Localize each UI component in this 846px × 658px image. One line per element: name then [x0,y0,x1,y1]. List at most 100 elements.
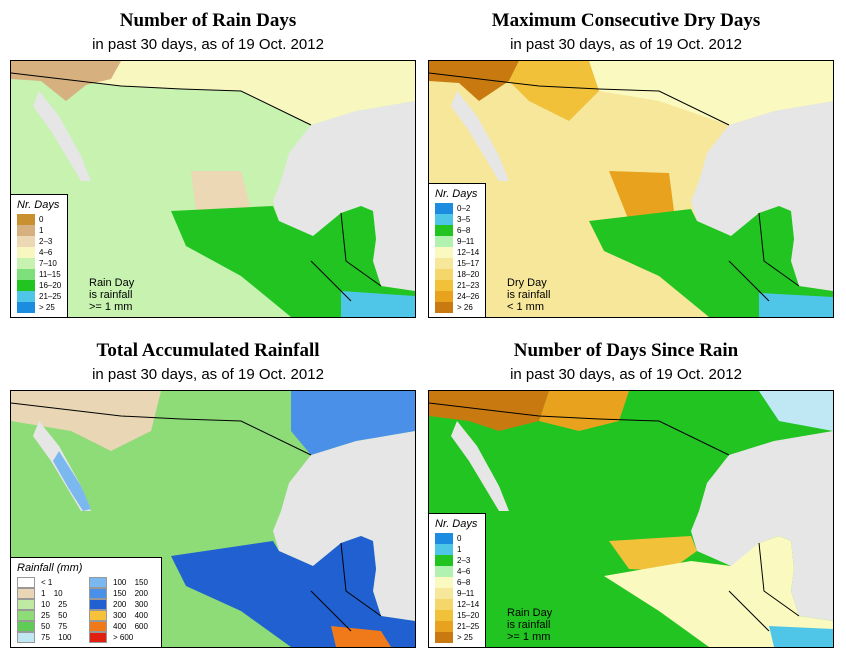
dry-days-map: Nr. Days 0–2 3–5 6–8 9–11 12–14 15–17 18–20 21–… [428,60,834,318]
legend-swatch [435,533,453,544]
note-line: Rain Day [89,277,135,289]
legend-row: > 25 [435,632,479,643]
legend-label: > 25 [39,303,55,312]
legend-high: 25 [58,600,68,609]
legend-low: 10 [41,600,50,609]
northeast-region [759,391,833,431]
legend-swatch [17,269,35,280]
legend-row: 200 300 [89,599,155,610]
legend-row: 400 600 [89,621,155,632]
legend-swatch [17,258,35,269]
legend-swatch [17,632,35,643]
legend-range: 150 200 [113,589,155,598]
note-line: >= 1 mm [507,631,551,643]
legend-low: 200 [113,600,127,609]
legend-row: 9–11 [435,236,479,247]
legend-row: 10 25 [17,599,83,610]
legend-list: 0 1 2–3 4–6 6–8 9–11 12–14 15–20 21–25 > 25 [435,533,479,643]
legend-row: 0 [435,533,479,544]
legend: Nr. Days 0 1 2–3 4–6 7–10 11–15 16–20 21–25 > 25 [11,194,69,317]
legend-row: 25 50 [17,610,83,621]
legend-row: 12–14 [435,247,479,258]
coastal-region [769,626,833,647]
legend-label: 12–14 [457,248,480,257]
map-graphic [11,61,415,317]
legend-label: 9–11 [457,237,475,246]
legend-label: 4–6 [39,248,53,257]
legend-note: Rain Day is rainfall >= 1 mm [89,277,134,313]
legend-swatch [17,577,35,588]
legend-label: 6–8 [457,226,471,235]
baja-sea-channel [33,91,91,181]
legend-swatch [89,577,107,588]
legend-row: 7–10 [17,258,61,269]
note-line: < 1 mm [507,301,544,313]
legend-low: 1 [41,589,46,598]
legend-row: 12–14 [435,599,479,610]
legend-swatch [17,302,35,313]
legend-swatch [89,599,107,610]
legend-list-right: 100 150 150 200 200 300 300 400 400 600 > 600 [89,577,155,643]
legend-swatch [435,632,453,643]
note-line: is rainfall [89,289,133,301]
legend-swatch [17,588,35,599]
legend-label: 6–8 [457,578,471,587]
legend-label: 7–10 [39,259,57,268]
legend-range: 10 25 [41,600,83,609]
note-line: >= 1 mm [89,301,133,313]
country-borders [429,402,800,632]
legend-swatch [17,214,35,225]
central-dry-region [609,536,697,571]
days-since-rain-panel: Number of Days Since Rain in past 30 day… [418,330,834,652]
legend-low: > 600 [113,633,134,642]
legend: Nr. Days 0 1 2–3 4–6 6–8 9–11 12–14 15–20 21–25 >… [429,513,487,647]
legend-row: 2–3 [17,236,61,247]
legend-low: 25 [41,611,50,620]
coastal-region [759,293,833,317]
legend-label: 24–26 [457,292,480,301]
legend-swatch [17,280,35,291]
legend-swatch [435,269,453,280]
baja-coast-region [53,451,91,511]
legend-row: > 600 [89,632,155,643]
legend-list: 0 1 2–3 4–6 7–10 11–15 16–20 21–25 > 25 [17,214,61,313]
legend-row: 2–3 [435,555,479,566]
legend-high: 600 [134,622,148,631]
panel-title: Maximum Consecutive Dry Days [491,10,761,31]
legend-label: 11–15 [39,270,61,279]
legend-label: 1 [39,226,44,235]
northwest-dry-region [429,61,519,101]
legend-row: < 1 [17,577,83,588]
legend-swatch [435,247,453,258]
legend-title: Nr. Days [435,188,478,200]
legend-row: 9–11 [435,588,479,599]
legend-row: 6–8 [435,225,479,236]
legend-swatch [17,291,35,302]
legend-row: 0–2 [435,203,479,214]
baja-sea-channel [451,421,509,511]
legend-list: 0–2 3–5 6–8 9–11 12–14 15–17 18–20 21–23 24–26 > … [435,203,479,313]
coastal-rain-region [341,291,415,317]
southern-wet-region [171,536,415,647]
legend-swatch [435,599,453,610]
legend-note: Dry Day is rainfall < 1 mm [507,277,550,313]
legend-label: 18–20 [457,270,480,279]
southern-wet-region [589,206,833,317]
southern-wet-region [171,206,415,317]
legend-swatch [17,247,35,258]
panel-subtitle: in past 30 days, as of 19 Oct. 2012 [510,366,742,383]
legend-row: 4–6 [435,566,479,577]
legend-swatch [435,302,453,313]
legend-label: > 25 [457,633,473,642]
legend-high: 200 [134,589,148,598]
legend-swatch [17,610,35,621]
legend-swatch [17,225,35,236]
legend-row: 150 200 [89,588,155,599]
legend-label: 3–5 [457,215,471,224]
legend-row: 21–25 [435,621,479,632]
map-graphic [429,391,833,647]
legend-swatch [435,621,453,632]
legend-row: 0 [17,214,61,225]
legend-range: 100 150 [113,578,155,587]
legend-swatch [435,280,453,291]
